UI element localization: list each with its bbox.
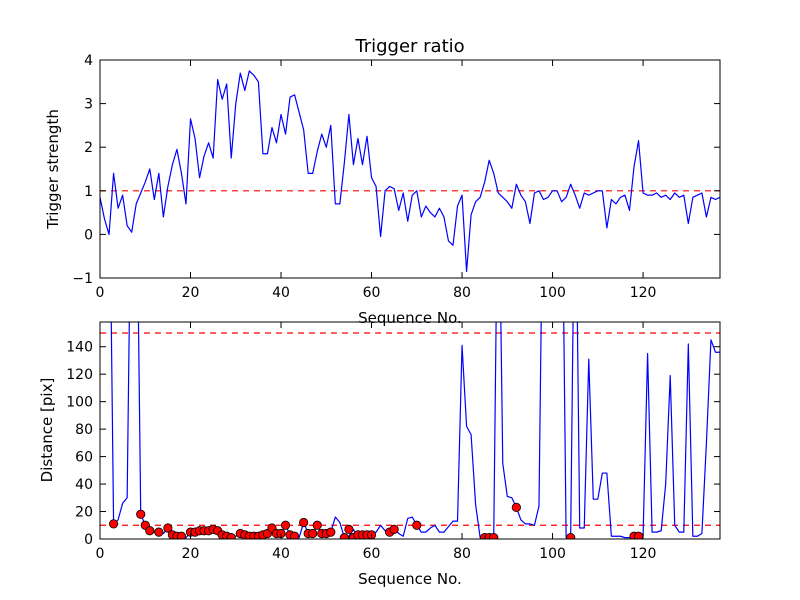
bottom-y-ticks: 0 20 40 60 80 100 120 140 bbox=[66, 340, 720, 548]
top-y-tick-label: 3 bbox=[84, 97, 93, 113]
top-x-tick-label: 0 bbox=[96, 285, 105, 301]
bottom-scatter-point bbox=[145, 526, 155, 536]
bottom-scatter-point bbox=[163, 523, 173, 533]
top-x-ticks: 0 20 40 60 80 100 120 bbox=[96, 60, 657, 301]
bottom-scatter-point bbox=[226, 533, 236, 539]
bottom-y-tick-label: 40 bbox=[75, 477, 93, 493]
bottom-x-tick-label: 0 bbox=[96, 546, 105, 562]
bottom-x-tick-label: 100 bbox=[539, 546, 566, 562]
top-y-tick-label: −1 bbox=[72, 271, 93, 287]
bottom-y-axis-label: Distance [pix] bbox=[38, 378, 56, 483]
top-x-tick-label: 120 bbox=[630, 285, 657, 301]
bottom-x-tick-label: 20 bbox=[182, 546, 200, 562]
top-y-tick-label: 1 bbox=[84, 184, 93, 200]
bottom-y-tick-label: 80 bbox=[75, 422, 93, 438]
top-y-tick-label: 0 bbox=[84, 227, 93, 243]
bottom-scatter-point bbox=[154, 527, 164, 537]
bottom-scatter-point bbox=[289, 531, 300, 539]
top-axes-frame bbox=[99, 59, 721, 279]
bottom-scatter-point bbox=[176, 531, 187, 539]
top-x-tick-label: 80 bbox=[453, 285, 471, 301]
bottom-scatter-point bbox=[412, 520, 422, 530]
top-y-tick-label: 4 bbox=[84, 53, 93, 69]
chart-title: Trigger ratio bbox=[354, 36, 464, 57]
bottom-x-tick-label: 60 bbox=[363, 546, 381, 562]
top-x-axis-label: Sequence No. bbox=[358, 309, 462, 327]
top-y-axis-label: Trigger strength bbox=[44, 109, 62, 230]
bottom-y-tick-label: 100 bbox=[66, 395, 93, 411]
bottom-scatter-point bbox=[308, 528, 318, 539]
bottom-scatter-point bbox=[280, 520, 291, 530]
bottom-scatter-point bbox=[136, 509, 146, 519]
bottom-x-axis-label: Sequence No. bbox=[358, 570, 462, 588]
top-x-tick-label: 100 bbox=[539, 285, 566, 301]
bottom-scatter-point bbox=[511, 502, 521, 513]
top-y-ticks: −1 0 1 2 3 4 bbox=[72, 53, 720, 287]
bottom-x-tick-label: 40 bbox=[272, 546, 290, 562]
bottom-axes-frame bbox=[99, 321, 721, 540]
top-plot-area bbox=[100, 70, 720, 273]
bottom-scatter-point bbox=[339, 533, 349, 539]
bottom-x-tick-label: 80 bbox=[453, 546, 471, 562]
bottom-scatter-point bbox=[299, 517, 309, 528]
bottom-scatter-point bbox=[312, 520, 322, 530]
bottom-chart: 0 20 40 60 80 100 120 0 20 40 60 80 100 120 140 Seque… bbox=[38, 321, 721, 588]
bottom-scatter-point bbox=[326, 527, 336, 537]
bottom-y-tick-label: 60 bbox=[75, 450, 93, 466]
bottom-scatter-point bbox=[489, 533, 499, 539]
bottom-y-tick-label: 0 bbox=[84, 532, 93, 548]
top-x-tick-label: 20 bbox=[182, 285, 200, 301]
bottom-y-tick-label: 140 bbox=[66, 340, 93, 356]
bottom-scatter-point bbox=[344, 524, 354, 534]
bottom-x-tick-label: 120 bbox=[630, 546, 657, 562]
bottom-scatter-point bbox=[108, 519, 119, 529]
top-x-tick-label: 60 bbox=[363, 285, 381, 301]
top-x-tick-label: 40 bbox=[272, 285, 290, 301]
bottom-scatter-point bbox=[389, 524, 399, 534]
bottom-scatter-point bbox=[566, 533, 576, 539]
bottom-plot-area bbox=[100, 322, 720, 539]
bottom-y-tick-label: 120 bbox=[66, 367, 93, 383]
bottom-x-ticks: 0 20 40 60 80 100 120 bbox=[96, 322, 657, 562]
bottom-y-tick-label: 20 bbox=[75, 505, 93, 521]
bottom-series-line-0 bbox=[110, 322, 720, 539]
top-series-line-0 bbox=[100, 70, 720, 273]
top-y-tick-label: 2 bbox=[84, 140, 93, 156]
